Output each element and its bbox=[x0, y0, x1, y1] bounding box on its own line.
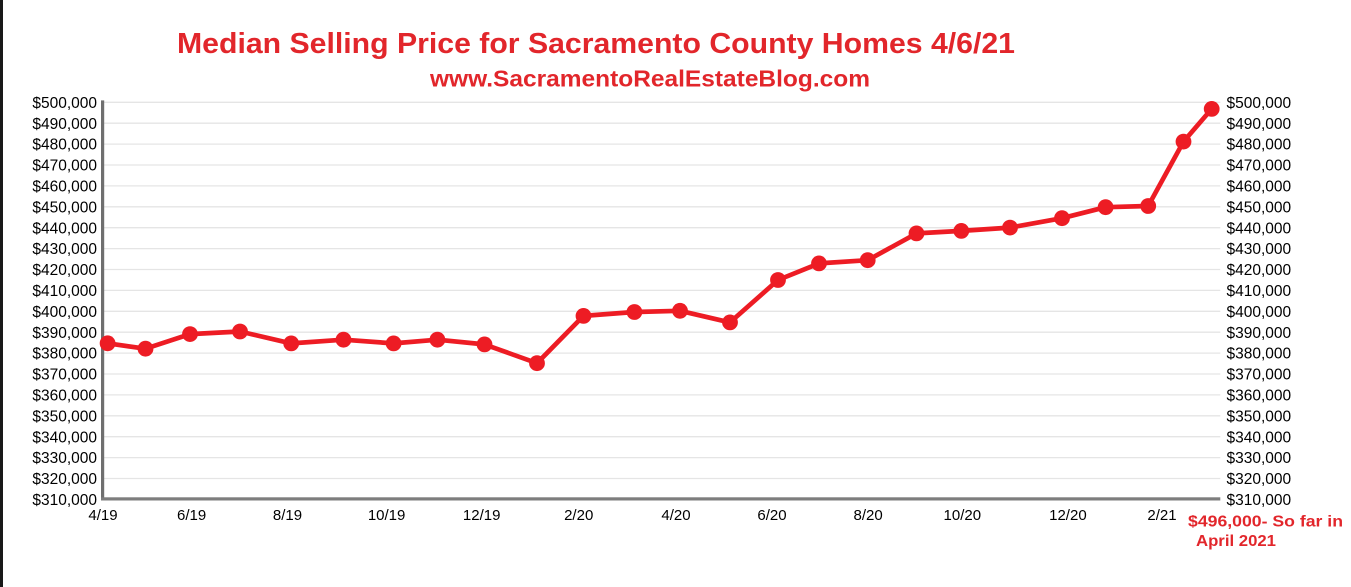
svg-text:$470,000: $470,000 bbox=[32, 158, 97, 175]
svg-text:10/20: 10/20 bbox=[944, 507, 982, 524]
svg-text:$360,000: $360,000 bbox=[1227, 388, 1292, 405]
svg-text:$360,000: $360,000 bbox=[32, 388, 97, 405]
svg-text:$410,000: $410,000 bbox=[1227, 283, 1292, 300]
svg-text:$430,000: $430,000 bbox=[32, 241, 97, 258]
svg-text:$340,000: $340,000 bbox=[1227, 429, 1292, 446]
svg-text:$310,000: $310,000 bbox=[1227, 492, 1292, 509]
svg-text:$440,000: $440,000 bbox=[1227, 220, 1292, 237]
svg-text:$370,000: $370,000 bbox=[32, 367, 97, 384]
svg-text:$420,000: $420,000 bbox=[32, 262, 97, 279]
svg-text:$480,000: $480,000 bbox=[32, 137, 97, 154]
svg-text:12/20: 12/20 bbox=[1049, 507, 1087, 524]
svg-text:8/19: 8/19 bbox=[273, 507, 302, 524]
svg-text:$490,000: $490,000 bbox=[1227, 116, 1292, 133]
svg-text:$430,000: $430,000 bbox=[1227, 241, 1292, 258]
svg-text:$400,000: $400,000 bbox=[32, 304, 97, 321]
svg-text:$500,000: $500,000 bbox=[32, 95, 97, 112]
svg-text:$410,000: $410,000 bbox=[32, 283, 97, 300]
svg-text:$480,000: $480,000 bbox=[1227, 137, 1292, 154]
svg-text:$496,000- So far in: $496,000- So far in bbox=[1188, 514, 1343, 531]
svg-text:$440,000: $440,000 bbox=[32, 220, 97, 237]
svg-text:$380,000: $380,000 bbox=[1227, 346, 1292, 363]
svg-text:www.SacramentoRealEstateBlog.c: www.SacramentoRealEstateBlog.com bbox=[429, 66, 870, 92]
svg-text:2/21: 2/21 bbox=[1147, 507, 1176, 524]
svg-text:8/20: 8/20 bbox=[853, 507, 882, 524]
svg-text:$400,000: $400,000 bbox=[1227, 304, 1292, 321]
svg-text:$460,000: $460,000 bbox=[32, 179, 97, 196]
svg-text:$350,000: $350,000 bbox=[32, 408, 97, 425]
svg-text:$380,000: $380,000 bbox=[32, 346, 97, 363]
svg-text:April 2021: April 2021 bbox=[1196, 533, 1276, 550]
svg-text:$460,000: $460,000 bbox=[1227, 179, 1292, 196]
svg-text:$320,000: $320,000 bbox=[32, 471, 97, 488]
svg-text:$420,000: $420,000 bbox=[1227, 262, 1292, 279]
svg-text:$450,000: $450,000 bbox=[32, 199, 97, 216]
svg-text:$340,000: $340,000 bbox=[32, 429, 97, 446]
svg-text:$310,000: $310,000 bbox=[32, 492, 97, 509]
svg-text:$500,000: $500,000 bbox=[1227, 95, 1292, 112]
svg-text:$330,000: $330,000 bbox=[32, 450, 97, 467]
svg-text:6/19: 6/19 bbox=[177, 507, 206, 524]
svg-text:$390,000: $390,000 bbox=[32, 325, 97, 342]
svg-text:$370,000: $370,000 bbox=[1227, 367, 1292, 384]
svg-text:$490,000: $490,000 bbox=[32, 116, 97, 133]
svg-text:4/19: 4/19 bbox=[88, 507, 117, 524]
svg-text:$390,000: $390,000 bbox=[1227, 325, 1292, 342]
svg-text:$320,000: $320,000 bbox=[1227, 471, 1292, 488]
svg-text:4/20: 4/20 bbox=[661, 507, 690, 524]
svg-text:12/19: 12/19 bbox=[463, 507, 501, 524]
svg-text:10/19: 10/19 bbox=[368, 507, 406, 524]
svg-text:$470,000: $470,000 bbox=[1227, 158, 1292, 175]
svg-text:2/20: 2/20 bbox=[564, 507, 593, 524]
svg-text:$450,000: $450,000 bbox=[1227, 199, 1292, 216]
svg-text:$330,000: $330,000 bbox=[1227, 450, 1292, 467]
svg-text:Median Selling Price for Sacra: Median Selling Price for Sacramento Coun… bbox=[177, 28, 1015, 60]
svg-text:6/20: 6/20 bbox=[757, 507, 786, 524]
svg-text:$350,000: $350,000 bbox=[1227, 408, 1292, 425]
